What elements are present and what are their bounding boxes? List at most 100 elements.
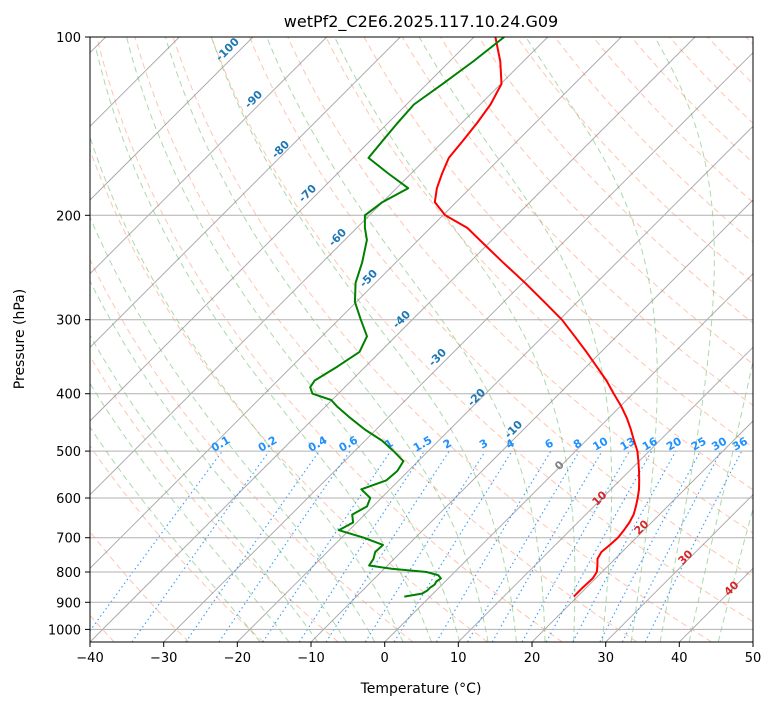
- moist-adiabat-label: -100: [213, 35, 242, 64]
- moist-adiabat: [418, 37, 613, 642]
- dry-adiabat-label: 30: [676, 547, 696, 567]
- dry-adiabat: [745, 37, 753, 45]
- moist-adiabat-label: -60: [326, 226, 349, 249]
- moist-adiabat-label: -30: [426, 346, 449, 369]
- y-tick-label: 900: [56, 596, 81, 611]
- dry-adiabat: [401, 37, 753, 406]
- x-tick-label: 50: [745, 651, 762, 666]
- dry-adiabat: [90, 445, 264, 642]
- y-tick-label: 300: [56, 314, 81, 329]
- dry-adiabat-label: 40: [722, 578, 742, 598]
- dry-adiabat: [363, 37, 753, 448]
- moist-adiabat: [126, 37, 461, 642]
- y-tick-label: 600: [56, 492, 81, 507]
- y-tick-label: 500: [56, 445, 81, 460]
- moist-adiabat: [266, 37, 546, 642]
- mixing-ratio-line: [572, 450, 677, 642]
- dry-adiabat: [210, 37, 753, 623]
- x-tick-label: 20: [524, 651, 541, 666]
- y-tick-label: 100: [56, 31, 81, 46]
- dry-adiabat-label: 20: [632, 517, 652, 537]
- mixing-ratio-line: [435, 450, 552, 642]
- dry-adiabat: [90, 355, 339, 642]
- dry-adiabat-label: 0: [552, 458, 567, 473]
- mixing-ratio-line: [393, 450, 513, 642]
- isotherm: [752, 641, 753, 642]
- mixing-ratio-line: [467, 450, 580, 642]
- isotherm: [678, 567, 753, 642]
- moist-adiabat: [654, 37, 715, 642]
- isotherm: [384, 272, 753, 642]
- mixing-ratio-line: [491, 450, 603, 642]
- moist-adiabat: [90, 382, 290, 642]
- dry-adiabat: [516, 37, 753, 283]
- mixing-ratio-line: [262, 450, 392, 642]
- moist-adiabat: [90, 135, 404, 642]
- mixing-ratio-label: 3: [477, 437, 490, 452]
- mixing-ratio-line: [131, 450, 270, 642]
- sounding-traces: [309, 37, 641, 598]
- isotherm: [90, 37, 622, 570]
- isotherm: [90, 37, 328, 275]
- moist-adiabat-label: -70: [296, 182, 319, 205]
- dry-adiabat: [478, 37, 753, 324]
- x-tick-label: 40: [671, 651, 688, 666]
- moist-adiabat: [334, 37, 576, 642]
- x-tick-label: 30: [597, 651, 614, 666]
- mixing-ratio-line: [325, 450, 450, 642]
- y-tick-label: 400: [56, 388, 81, 403]
- x-tick-label: 10: [450, 651, 467, 666]
- plot-frame: [89, 36, 754, 643]
- isotherm: [90, 37, 549, 496]
- isotherm: [90, 37, 401, 349]
- x-tick-label: −30: [150, 651, 177, 666]
- y-axis-label: Pressure (hPa): [12, 289, 28, 389]
- dry-adiabat: [90, 148, 488, 642]
- mixing-ratio-line: [90, 450, 223, 632]
- isotherm: [163, 51, 753, 642]
- moist-adiabat: [90, 215, 376, 642]
- y-tick-label: 1000: [48, 623, 81, 638]
- temperature-trace: [433, 37, 641, 598]
- dry-adiabat: [630, 37, 753, 164]
- moist-adiabat-label: -40: [390, 308, 413, 331]
- dry-adiabat: [90, 530, 190, 642]
- mixing-ratio-line: [521, 450, 630, 642]
- moist-adiabat-label: -80: [269, 138, 292, 161]
- y-axis: 100 200 300 400 500 600 700 800 900 1000: [48, 31, 90, 638]
- x-tick-label: −10: [297, 651, 324, 666]
- mixing-ratio-line: [644, 450, 743, 642]
- moist-adiabat: [525, 37, 658, 642]
- mixing-ratio-line: [185, 450, 320, 642]
- isotherm: [531, 420, 753, 642]
- mixing-ratio-line: [298, 450, 425, 642]
- mixing-ratio-line: [364, 450, 486, 642]
- isotherm: [236, 125, 753, 642]
- y-tick-label: 800: [56, 566, 81, 581]
- moist-adiabat-label: -10: [502, 418, 525, 441]
- dry-adiabat: [172, 37, 712, 642]
- moist-adiabat: [90, 279, 347, 642]
- mixing-ratio-line: [218, 450, 351, 642]
- moist-adiabat: [90, 426, 261, 642]
- x-tick-label: −20: [224, 651, 251, 666]
- isotherm: [90, 37, 696, 642]
- moist-adiabat: [688, 358, 753, 642]
- dry-adiabat-label: 10: [590, 488, 610, 508]
- isotherm: [90, 37, 475, 422]
- dry-adiabat: [134, 37, 638, 642]
- moist-adiabat-label: -20: [465, 386, 488, 409]
- chart-title: wetPf2_C2E6.2025.117.10.24.G09: [284, 12, 558, 32]
- mixing-ratio-label: 2: [441, 437, 454, 452]
- x-axis-label: Temperature (°C): [360, 681, 482, 697]
- x-tick-label: 0: [381, 651, 389, 666]
- moist-adiabat: [164, 37, 489, 642]
- mixing-ratio-line: [599, 450, 701, 642]
- x-axis: −40 −30 −20 −10 0 10 20 30 40 50: [76, 642, 761, 666]
- moist-adiabat: [90, 334, 319, 642]
- y-tick-label: 700: [56, 532, 81, 547]
- mixing-ratio-line: [545, 450, 653, 642]
- isotherm: [605, 493, 753, 642]
- x-tick-label: −40: [76, 651, 103, 666]
